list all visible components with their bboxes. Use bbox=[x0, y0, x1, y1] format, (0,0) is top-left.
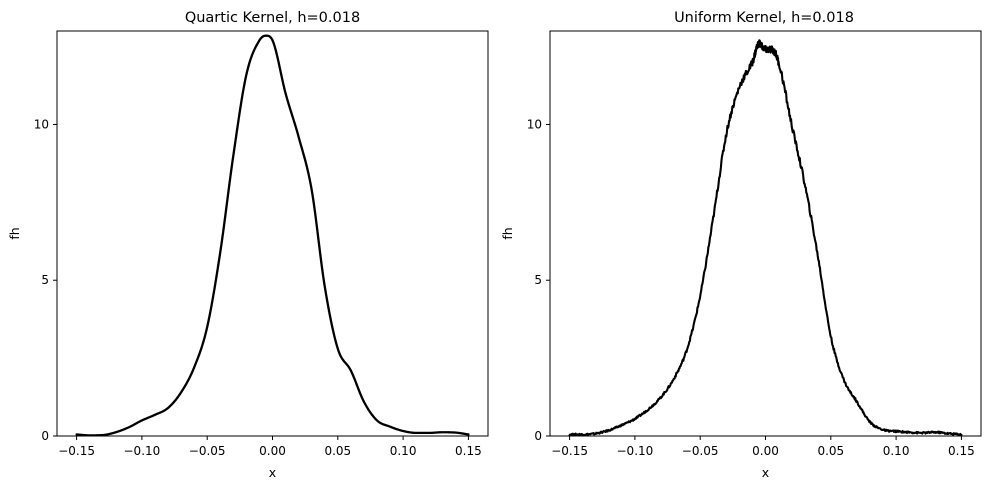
axis-ticks: −0.15 −0.10 −0.05 0.00 0.05 0.10 0.15 0 5 10 bbox=[527, 117, 975, 458]
x-tick-label: 0.00 bbox=[752, 444, 779, 458]
axis-ticks: −0.15 −0.10 −0.05 0.00 0.05 0.10 0.15 0 5 10 bbox=[34, 117, 482, 458]
x-tick-label: −0.05 bbox=[682, 444, 719, 458]
y-tick-label: 0 bbox=[534, 429, 542, 443]
x-axis-label: x bbox=[269, 465, 276, 480]
x-tick-label: −0.10 bbox=[617, 444, 654, 458]
x-tick-label: −0.15 bbox=[58, 444, 95, 458]
y-tick-label: 5 bbox=[41, 273, 49, 287]
x-tick-label: 0.15 bbox=[948, 444, 975, 458]
x-tick-label: 0.15 bbox=[455, 444, 482, 458]
density-curve bbox=[75, 34, 470, 437]
chart-title: Uniform Kernel, h=0.018 bbox=[674, 10, 854, 26]
y-tick-label: 0 bbox=[41, 429, 49, 443]
plot-frame bbox=[549, 30, 982, 437]
y-axis-label: fh bbox=[7, 227, 22, 239]
x-tick-label: −0.10 bbox=[124, 444, 161, 458]
x-tick-label: 0.00 bbox=[259, 444, 286, 458]
chart-title: Quartic Kernel, h=0.018 bbox=[185, 10, 360, 26]
x-tick-label: −0.15 bbox=[551, 444, 588, 458]
quartic-kernel-panel: Quartic Kernel, h=0.018 −0.15 −0.10 −0.05 0… bbox=[7, 10, 489, 480]
plot-frame bbox=[56, 30, 489, 437]
x-axis-label: x bbox=[762, 465, 769, 480]
y-tick-label: 10 bbox=[527, 117, 542, 131]
x-tick-label: 0.10 bbox=[390, 444, 417, 458]
x-tick-label: 0.05 bbox=[324, 444, 351, 458]
x-tick-label: −0.05 bbox=[189, 444, 226, 458]
y-axis-label: fh bbox=[500, 227, 515, 239]
x-tick-label: 0.10 bbox=[883, 444, 910, 458]
uniform-kernel-panel: Uniform Kernel, h=0.018 −0.15 −0.10 −0.05 0… bbox=[500, 10, 982, 480]
x-tick-label: 0.05 bbox=[817, 444, 844, 458]
density-curve bbox=[568, 39, 963, 437]
y-tick-label: 5 bbox=[534, 273, 542, 287]
y-tick-label: 10 bbox=[34, 117, 49, 131]
